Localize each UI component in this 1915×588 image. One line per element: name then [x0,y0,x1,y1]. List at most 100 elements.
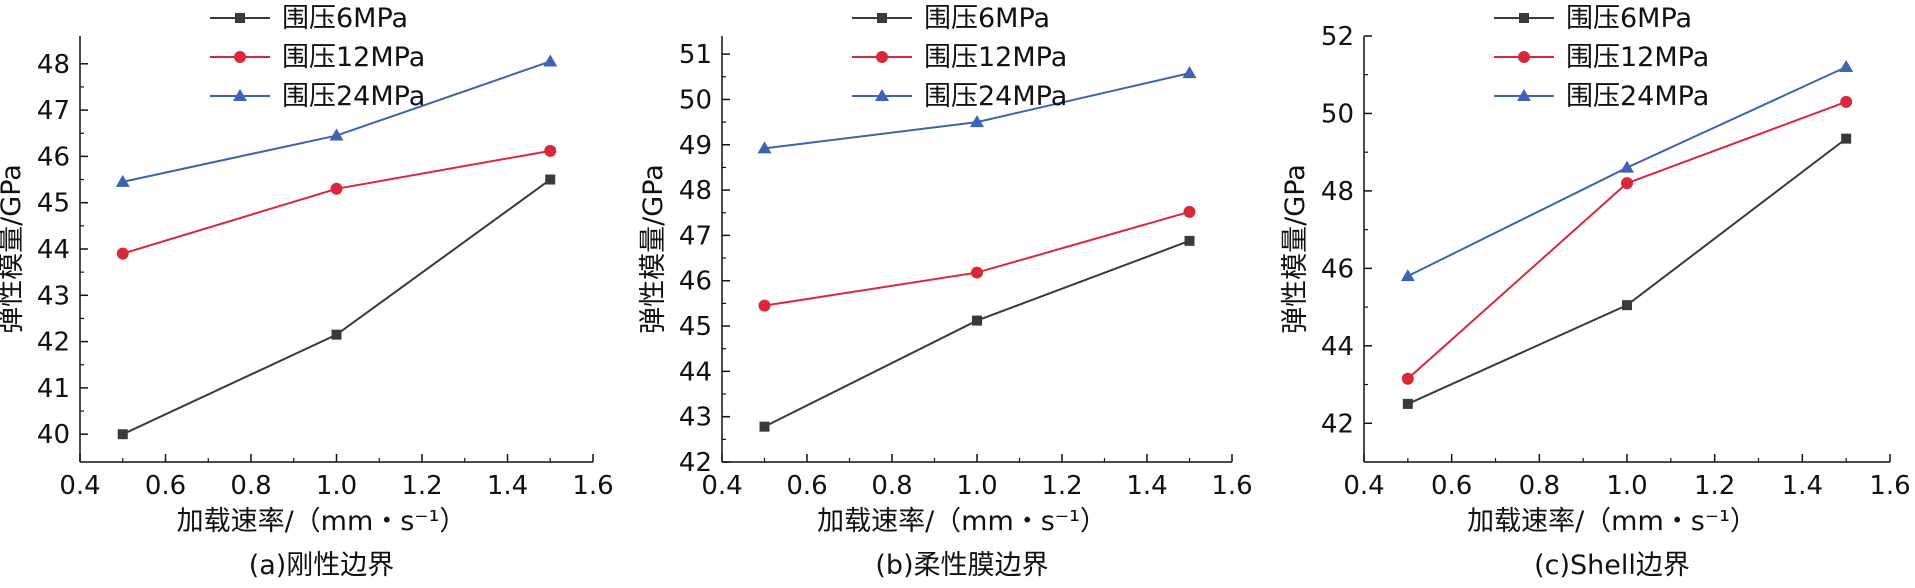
legend-marker [1519,13,1529,23]
legend-label: 围压24MPa [282,81,425,112]
data-point-24MPa [1839,59,1854,72]
y-tick-label: 42 [1321,409,1354,439]
legend-marker [235,13,245,23]
x-tick-label: 0.4 [701,471,742,501]
data-point-12MPa [1621,177,1633,190]
x-tick-label: 1.0 [1606,471,1647,501]
data-point-12MPa [1401,372,1414,385]
series-line-24MPa [122,60,551,183]
x-tick-label: 1.4 [487,471,528,501]
data-point-12MPa [1840,95,1853,108]
series-line-12MPa [1407,100,1847,380]
x-tick-label: 1.4 [1782,471,1823,501]
y-tick-label: 48 [37,50,70,80]
legend-label: 围压24MPa [1566,81,1709,112]
data-point-24MPa [757,141,772,154]
panel-caption: (c)Shell边界 [1534,550,1690,581]
data-point-12MPa [971,266,983,279]
data-point-6MPa [972,315,982,326]
data-point-24MPa [1620,160,1634,173]
y-tick-label: 46 [1321,254,1354,284]
data-point-6MPa [1622,300,1632,311]
y-tick-label: 49 [679,131,712,161]
y-tick-label: 51 [679,40,712,70]
x-tick-label: 1.4 [1126,471,1167,501]
y-tick-label: 44 [37,235,70,265]
legend-marker [233,89,247,101]
x-tick-label: 1.6 [572,471,613,501]
y-tick-label: 44 [679,357,712,387]
x-tick-label: 1.6 [1211,471,1252,501]
data-point-24MPa [115,174,130,187]
y-tick-label: 44 [1321,332,1354,362]
y-axis-title: 弹性模量/GPa [638,164,669,334]
x-tick-label: 1.2 [1694,471,1735,501]
y-tick-label: 42 [37,328,70,358]
x-tick-label: 1.0 [316,471,357,501]
y-axis-title: 弹性模量/GPa [0,164,27,334]
y-tick-label: 50 [1321,99,1354,129]
chart-panel-b: 0.4 0.6 0.8 1.0 1.2 1.4 1.6 42 43 44 45 46 47 48 49 50 5… [638,3,1253,581]
data-point-12MPa [758,299,771,312]
data-point-12MPa [1183,205,1196,218]
y-tick-label: 42 [679,448,712,478]
legend-marker [1517,89,1531,101]
y-tick-label: 40 [37,420,70,450]
x-tick-label: 0.8 [1519,471,1560,501]
y-tick-label: 52 [1321,22,1354,52]
data-point-6MPa [759,421,770,432]
y-tick-label: 45 [679,312,712,342]
x-tick-label: 1.2 [1041,471,1082,501]
legend-label: 围压12MPa [282,42,425,73]
data-point-24MPa [329,128,344,141]
y-tick-label: 46 [679,267,712,297]
x-axis-title: 加载速率/（mm・s⁻¹） [177,506,467,537]
data-point-12MPa [330,182,343,195]
panel-caption: (b)柔性膜边界 [875,550,1048,581]
legend-marker [876,51,888,63]
series-line-12MPa [122,149,551,255]
y-tick-label: 41 [37,374,70,404]
legend-label: 围压12MPa [924,42,1067,73]
x-tick-label: 1.0 [956,471,997,501]
series-line-6MPa [122,178,551,436]
x-tick-label: 0.6 [1431,471,1472,501]
data-point-24MPa [543,54,558,67]
data-point-6MPa [1184,235,1195,246]
data-point-6MPa [545,174,556,185]
legend-label: 围压6MPa [924,3,1050,34]
y-tick-label: 46 [37,142,70,172]
x-tick-label: 0.8 [230,471,271,501]
legend-marker [234,51,246,63]
y-tick-label: 48 [679,176,712,206]
data-point-6MPa [1841,133,1852,144]
y-tick-label: 43 [37,281,70,311]
data-point-24MPa [1400,269,1415,282]
y-tick-label: 47 [679,221,712,251]
series-line-12MPa [764,210,1190,307]
legend-label: 围压12MPa [1566,42,1709,73]
x-axis-title: 加载速率/（mm・s⁻¹） [1467,506,1757,537]
data-point-6MPa [331,329,342,340]
chart-panel-a: 0.4 0.6 0.8 1.0 1.2 1.4 1.6 40 41 42 43 44 45 46 47 48 加… [0,3,614,581]
data-point-12MPa [544,144,557,157]
data-point-24MPa [970,115,984,128]
data-point-12MPa [116,247,129,260]
y-tick-label: 43 [679,403,712,433]
x-tick-label: 1.6 [1869,471,1910,501]
chart-panel-c: 0.4 0.6 0.8 1.0 1.2 1.4 1.6 42 44 46 48 50 52 加载速率/（m… [1280,3,1911,581]
x-tick-label: 0.8 [871,471,912,501]
legend-label: 围压6MPa [1566,3,1692,34]
y-tick-label: 45 [37,189,70,219]
y-tick-label: 50 [679,85,712,115]
x-tick-label: 0.6 [145,471,186,501]
x-tick-label: 0.4 [1343,471,1384,501]
legend-marker [1518,51,1530,63]
x-tick-label: 1.2 [401,471,442,501]
legend-marker [877,13,887,23]
x-tick-label: 0.4 [59,471,100,501]
y-axis-title: 弹性模量/GPa [1280,164,1311,334]
y-tick-label: 47 [37,96,70,126]
y-tick-label: 48 [1321,177,1354,207]
